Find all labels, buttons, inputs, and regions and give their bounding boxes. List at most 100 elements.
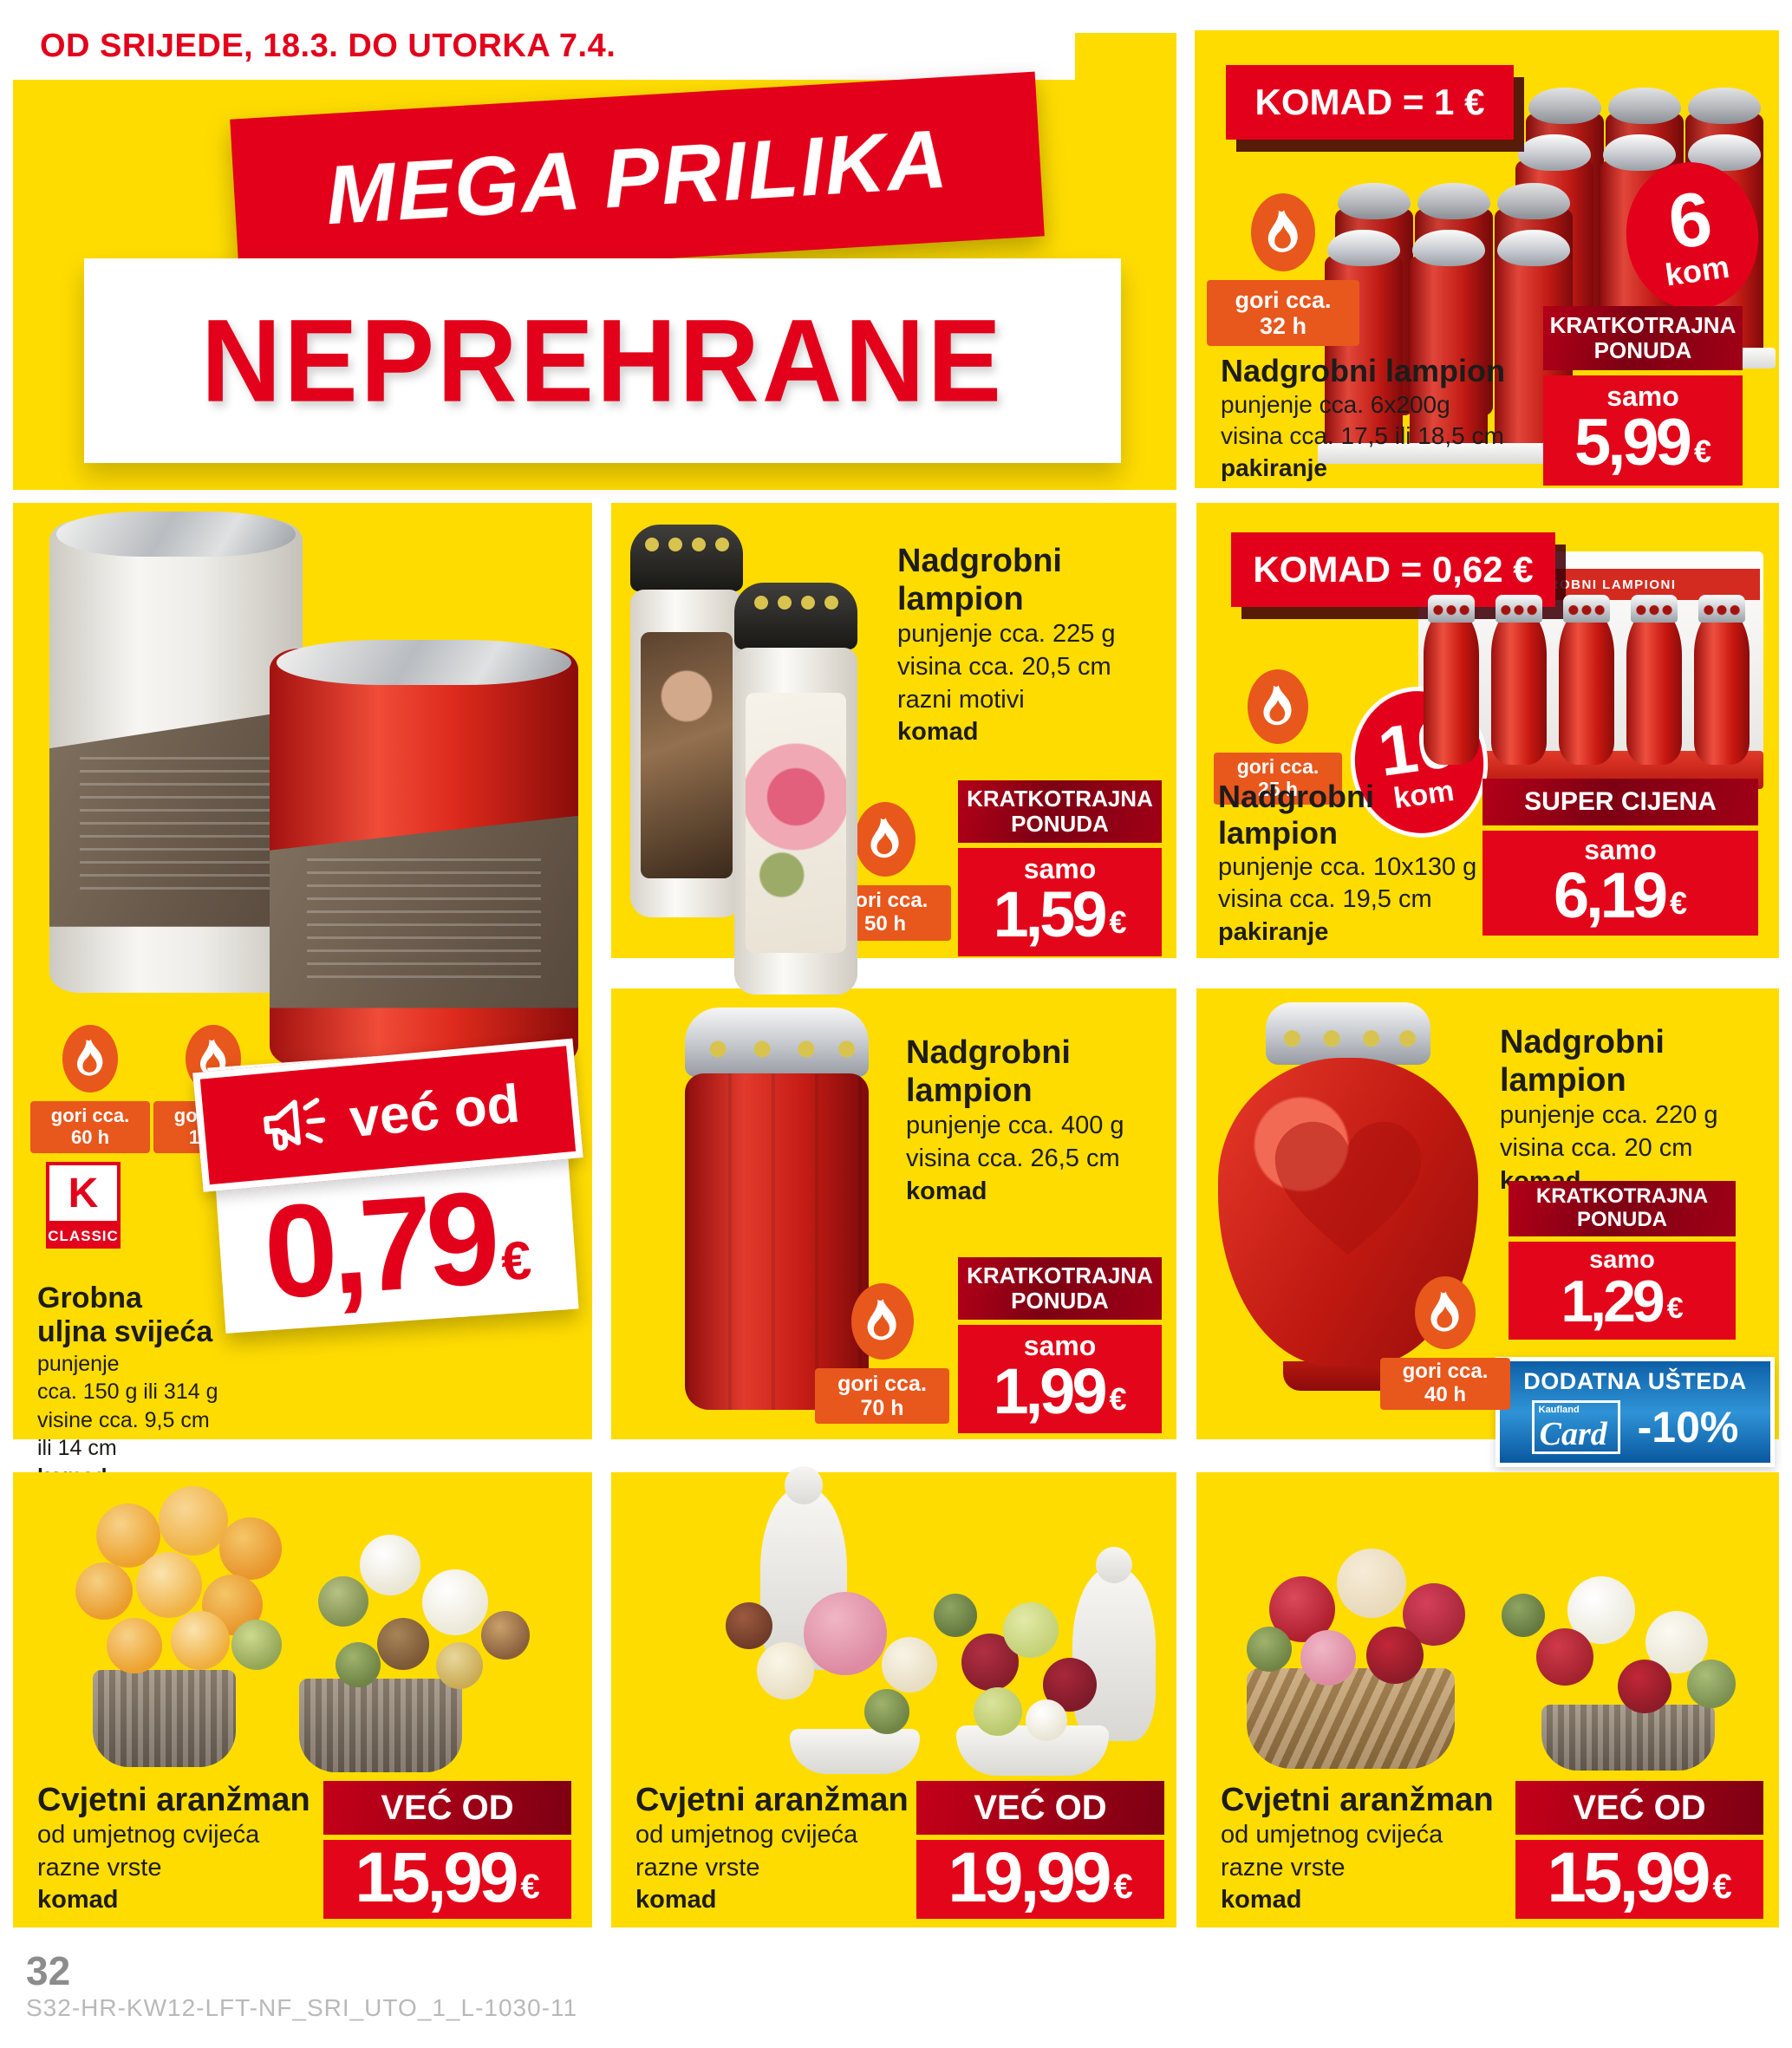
price-block: KRATKOTRAJNA PONUDA samo 5,99 € — [1543, 306, 1743, 486]
product-card-lampion-10pack: NADGROBNI LAMPIONI KOMAD = 0,62 € gori c… — [1196, 503, 1779, 958]
product-title: Nadgrobni lampion — [906, 1034, 1071, 1110]
product-card-lampion-heart: Nadgrobni lampion punjenje cca. 220 g vi… — [1196, 988, 1779, 1467]
price-box: 19,99 € — [916, 1838, 1164, 1920]
date-range: OD SRIJEDE, 18.3. DO UTORKA 7.4. — [40, 28, 616, 64]
price-block: VEĆ OD 19,99 € — [916, 1781, 1164, 1920]
product-info: Nadgrobni lampion punjenje cca. 220 g vi… — [1500, 1023, 1760, 1197]
offer-band: VEĆ OD — [1515, 1781, 1763, 1835]
flame-icon — [1248, 669, 1308, 744]
product-card-grobna-svijeca: gori cca. 60 h gori cca. 120 h K CLASSIC… — [13, 503, 592, 1489]
price-box: samo 1,59 € — [958, 848, 1162, 957]
product-title: Cvjetni aranžman — [635, 1782, 909, 1818]
product-info: Cvjetni aranžman od umjetnog cvijeća raz… — [37, 1781, 323, 1917]
flame-icon — [1415, 1276, 1476, 1349]
price-block: KRATKOTRAJNA PONUDA samo 1,29 € — [1509, 1181, 1736, 1340]
card-discount-value: -10% — [1637, 1403, 1739, 1451]
product-card-flowers-3: Cvjetni aranžman od umjetnog cvijeća raz… — [1196, 1472, 1779, 1927]
product-image-lampion-rose — [734, 583, 857, 995]
price-box: samo 5,99 € — [1543, 375, 1743, 486]
price: 5,99 € — [1574, 406, 1711, 479]
price-block: KRATKOTRAJNA PONUDA samo 1,99 € — [958, 1257, 1162, 1434]
product-card-flowers-2: Cvjetni aranžman od umjetnog cvijeća raz… — [611, 1465, 1176, 1927]
burn-time-60: gori cca. 60 h — [30, 1025, 150, 1153]
product-info: Nadgrobni lampion punjenje cca. 10x130 g… — [1218, 779, 1477, 946]
kaufland-card-discount: DODATNA UŠTEDA Kaufland Card -10% — [1496, 1357, 1775, 1467]
category-banner-text: NEPREHRANE — [200, 295, 1005, 427]
burn-time: gori cca. 32 h — [1207, 193, 1359, 346]
flame-icon — [1251, 193, 1315, 271]
kaufland-k-classic-logo: K CLASSIC — [46, 1162, 121, 1249]
product-image-oil-candle-red — [270, 640, 578, 1066]
product-card-lampion-6pack: KOMAD = 1 € gori cca. 32 h 6 kom Nadgrob… — [1195, 30, 1779, 488]
product-title: Nadgrobni lampion — [1218, 779, 1374, 851]
offer-band: VEĆ OD — [916, 1781, 1164, 1835]
product-image-lampion-madonna — [630, 525, 743, 917]
mega-prilika-text: MEGA PRILIKA — [323, 112, 952, 243]
category-banner: NEPREHRANE — [84, 258, 1121, 463]
product-info: Grobna uljna svijeća punjenje cca. 150 g… — [37, 1282, 245, 1490]
price-block: VEĆ OD 15,99 € — [323, 1781, 571, 1920]
product-image-flower-arrangement — [13, 1472, 592, 1776]
burn-time-label: gori cca. 40 h — [1380, 1358, 1510, 1410]
header-step — [1075, 33, 1176, 85]
price: 6,19 € — [1553, 859, 1688, 931]
price-block: SUPER CIJENA samo 6,19 € — [1482, 779, 1758, 936]
offer-band: KRATKOTRAJNA PONUDA — [958, 780, 1162, 843]
offer-band: SUPER CIJENA — [1482, 779, 1758, 825]
burn-time: gori cca. 70 h — [815, 1283, 949, 1424]
vec-od-ribbon: već od — [192, 1038, 583, 1192]
price: 19,99 € — [948, 1838, 1133, 1917]
price-box: samo 6,19 € — [1482, 831, 1758, 936]
product-info: Cvjetni aranžman od umjetnog cvijeća raz… — [1221, 1781, 1507, 1917]
product-info: Nadgrobni lampion punjenje cca. 6x200g v… — [1221, 353, 1541, 484]
flame-icon — [855, 802, 916, 877]
footer-code: S32-HR-KW12-LFT-NF_SRI_UTO_1_L-1030-11 — [26, 1994, 578, 2021]
unit-price-banner: KOMAD = 1 € — [1226, 65, 1514, 140]
flame-icon — [850, 1283, 914, 1360]
product-image-flower-arrangement — [611, 1465, 1176, 1776]
product-image-candle-pack-front — [1318, 178, 1585, 464]
burn-time-label: gori cca. 32 h — [1207, 280, 1359, 346]
price: 0,79 € — [259, 1164, 534, 1327]
price: 1,99 € — [993, 1355, 1127, 1427]
product-title: Nadgrobni lampion — [1500, 1024, 1665, 1099]
product-title: Grobna uljna svijeća — [37, 1282, 213, 1349]
burn-time-label: gori cca. 70 h — [815, 1368, 949, 1424]
product-info: Nadgrobni lampion punjenje cca. 400 g vi… — [906, 1034, 1166, 1208]
burn-time: gori cca. 40 h — [1380, 1276, 1510, 1410]
offer-band: KRATKOTRAJNA PONUDA — [1543, 306, 1743, 370]
mega-prilika-banner: MEGA PRILIKA — [230, 71, 1045, 284]
header-block: MEGA PRILIKA NEPREHRANE — [13, 71, 1176, 490]
price: 1,59 € — [993, 878, 1127, 950]
heart-shape — [1274, 1121, 1422, 1255]
product-image-flower-arrangement — [1196, 1472, 1779, 1776]
product-image-lampion-red — [685, 1008, 869, 1410]
product-title: Cvjetni aranžman — [1221, 1782, 1494, 1818]
offer-band: KRATKOTRAJNA PONUDA — [958, 1257, 1162, 1320]
price-box: samo 1,29 € — [1509, 1242, 1736, 1340]
unit-price-banner: KOMAD = 0,62 € — [1231, 532, 1555, 607]
product-info: Cvjetni aranžman od umjetnog cvijeća raz… — [635, 1781, 922, 1917]
megaphone-icon — [263, 1098, 326, 1151]
price: 15,99 € — [1547, 1838, 1732, 1917]
product-info: Nadgrobni lampion punjenje cca. 225 g vi… — [897, 542, 1166, 749]
price: 1,29 € — [1561, 1269, 1684, 1334]
page-number: 32 — [26, 1948, 71, 1993]
product-image-oil-candle-white — [49, 512, 303, 993]
burn-time-label: gori cca. 25 h — [1214, 753, 1342, 805]
price-box: 15,99 € — [323, 1838, 571, 1920]
price-block: VEĆ OD 15,99 € — [1515, 1781, 1763, 1920]
price-box: samo 1,99 € — [958, 1325, 1162, 1434]
kaufland-card-logo: Kaufland Card — [1531, 1400, 1620, 1454]
offer-band: KRATKOTRAJNA PONUDA — [1509, 1181, 1736, 1236]
price-box: 15,99 € — [1515, 1838, 1763, 1920]
product-title: Nadgrobni lampion — [897, 543, 1062, 618]
flame-icon — [62, 1025, 118, 1092]
product-title: Cvjetni aranžman — [37, 1782, 310, 1818]
product-card-flowers-1: Cvjetni aranžman od umjetnog cvijeća raz… — [13, 1472, 592, 1927]
price-badge: već od 0,79 € — [192, 1038, 583, 1334]
burn-time: gori cca. 25 h — [1214, 669, 1342, 805]
price: 15,99 € — [355, 1838, 540, 1917]
offer-band: VEĆ OD — [323, 1781, 571, 1835]
product-card-lampion-400g: Nadgrobni lampion punjenje cca. 400 g vi… — [611, 988, 1176, 1439]
